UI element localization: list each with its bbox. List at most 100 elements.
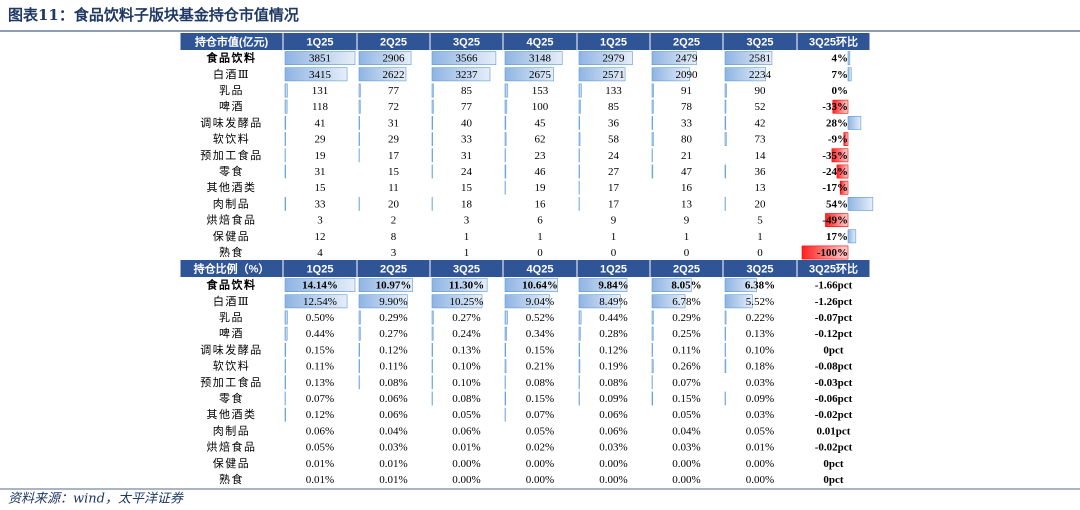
change-bar <box>843 132 849 146</box>
cell-text: 0.01% <box>379 458 407 470</box>
cell-text: 62 <box>535 134 546 146</box>
cell-text: 72 <box>388 101 399 113</box>
cell-text: 85 <box>461 85 473 97</box>
data-bar <box>578 116 580 130</box>
cell-text: 0.10% <box>746 344 774 356</box>
row-label: 其他酒类 <box>207 407 257 421</box>
data-bar <box>431 132 433 146</box>
data-bar <box>358 99 361 114</box>
change-bar <box>847 51 851 65</box>
header-cell <box>357 33 430 50</box>
cell-text: 0.22% <box>746 312 774 324</box>
cell-text: 9.90% <box>379 296 407 308</box>
header-cell <box>577 260 650 277</box>
cell-text: 0.13% <box>452 344 480 356</box>
cell-text: 0.00% <box>526 474 554 486</box>
cell-text: 4% <box>832 53 849 65</box>
data-bar <box>724 278 757 292</box>
cell-text: -0.02pct <box>815 409 853 421</box>
header-text: 3Q25环比 <box>809 34 858 48</box>
cell-text: 6.78% <box>672 296 700 308</box>
data-bar <box>724 310 727 325</box>
cell-text: 5.52% <box>746 296 774 308</box>
cell-text: 2581 <box>749 53 771 65</box>
cell-text: 3851 <box>309 53 331 65</box>
data-bar <box>358 51 412 65</box>
cell-text: 0.05% <box>306 442 334 454</box>
cell-text: 19 <box>315 150 327 162</box>
cell-text: 19 <box>535 182 547 194</box>
cell-text: 0.13% <box>306 377 334 389</box>
data-bar <box>504 164 507 179</box>
cell-text: 15 <box>388 166 400 178</box>
data-bar <box>504 359 507 373</box>
header-cell <box>797 260 870 277</box>
cell-text: 0% <box>832 85 849 97</box>
cell-text: 17% <box>826 231 848 243</box>
cell-text: 21 <box>681 150 692 162</box>
data-bar <box>284 132 286 146</box>
data-bar <box>578 342 580 357</box>
data-bar <box>651 132 654 146</box>
header-text: 4Q25 <box>527 263 554 275</box>
source: 资料来源：wind，太平洋证券 <box>8 492 184 507</box>
row-label: 啤酒 <box>219 99 244 113</box>
cell-text: 28% <box>826 117 848 129</box>
cell-text: 29 <box>388 134 400 146</box>
data-bar <box>431 148 433 163</box>
cell-text: 47 <box>681 166 693 178</box>
change-bar <box>836 164 849 179</box>
cell-text: 29 <box>315 134 327 146</box>
data-bar <box>358 83 361 98</box>
data-bar <box>431 83 434 98</box>
cell-text: 0.03% <box>746 409 774 421</box>
data-bar <box>504 99 508 114</box>
data-bar <box>431 67 491 82</box>
data-bar <box>724 164 726 179</box>
row-label: 预加工食品 <box>200 375 263 389</box>
cell-text: 0.09% <box>746 393 774 405</box>
cell-text: 24 <box>461 166 473 178</box>
cell-text: 0 <box>757 247 763 259</box>
change-bar <box>847 229 857 244</box>
row-label: 肉制品 <box>213 197 251 210</box>
cell-text: 33 <box>461 134 473 146</box>
data-bar <box>358 278 413 292</box>
cell-text: 18 <box>461 198 473 210</box>
cell-text: 85 <box>608 101 620 113</box>
cell-text: -24% <box>822 166 848 178</box>
cell-text: 2479 <box>676 53 699 65</box>
header-text: 2Q25 <box>673 36 700 48</box>
cell-text: 0.07% <box>526 409 554 421</box>
cell-text: 9 <box>684 215 690 227</box>
cell-text: 0.15% <box>526 344 554 356</box>
cell-text: 46 <box>535 166 547 178</box>
data-bar <box>504 342 507 357</box>
cell-text: 0.03% <box>379 442 407 454</box>
cell-text: 0.01% <box>452 442 480 454</box>
cell-text: 12.54% <box>303 296 337 308</box>
cell-text: 0.01% <box>379 474 407 486</box>
cell-text: -17% <box>822 182 848 194</box>
data-bar <box>284 375 286 390</box>
cell-text: 13 <box>755 182 767 194</box>
change-bar <box>831 148 849 163</box>
cell-text: 0.08% <box>526 377 554 389</box>
data-bar <box>358 67 407 82</box>
cell-text: -0.06pct <box>815 393 853 405</box>
data-bar <box>431 116 434 130</box>
header-text: 1Q25 <box>307 263 334 275</box>
cell-text: 2571 <box>603 69 625 81</box>
cell-text: 1 <box>757 231 763 243</box>
cell-text: -33% <box>822 101 848 113</box>
cell-text: 0.28% <box>599 328 627 340</box>
cell-text: 0.06% <box>452 425 480 437</box>
cell-text: 42 <box>755 117 766 129</box>
cell-text: 0.25% <box>672 328 700 340</box>
header-text: 4Q25 <box>527 36 554 48</box>
data-bar <box>724 83 727 98</box>
header-cell <box>723 33 797 50</box>
cell-text: 0.24% <box>452 328 480 340</box>
cell-text: 0 <box>537 247 543 259</box>
cell-text: 0 <box>684 247 690 259</box>
